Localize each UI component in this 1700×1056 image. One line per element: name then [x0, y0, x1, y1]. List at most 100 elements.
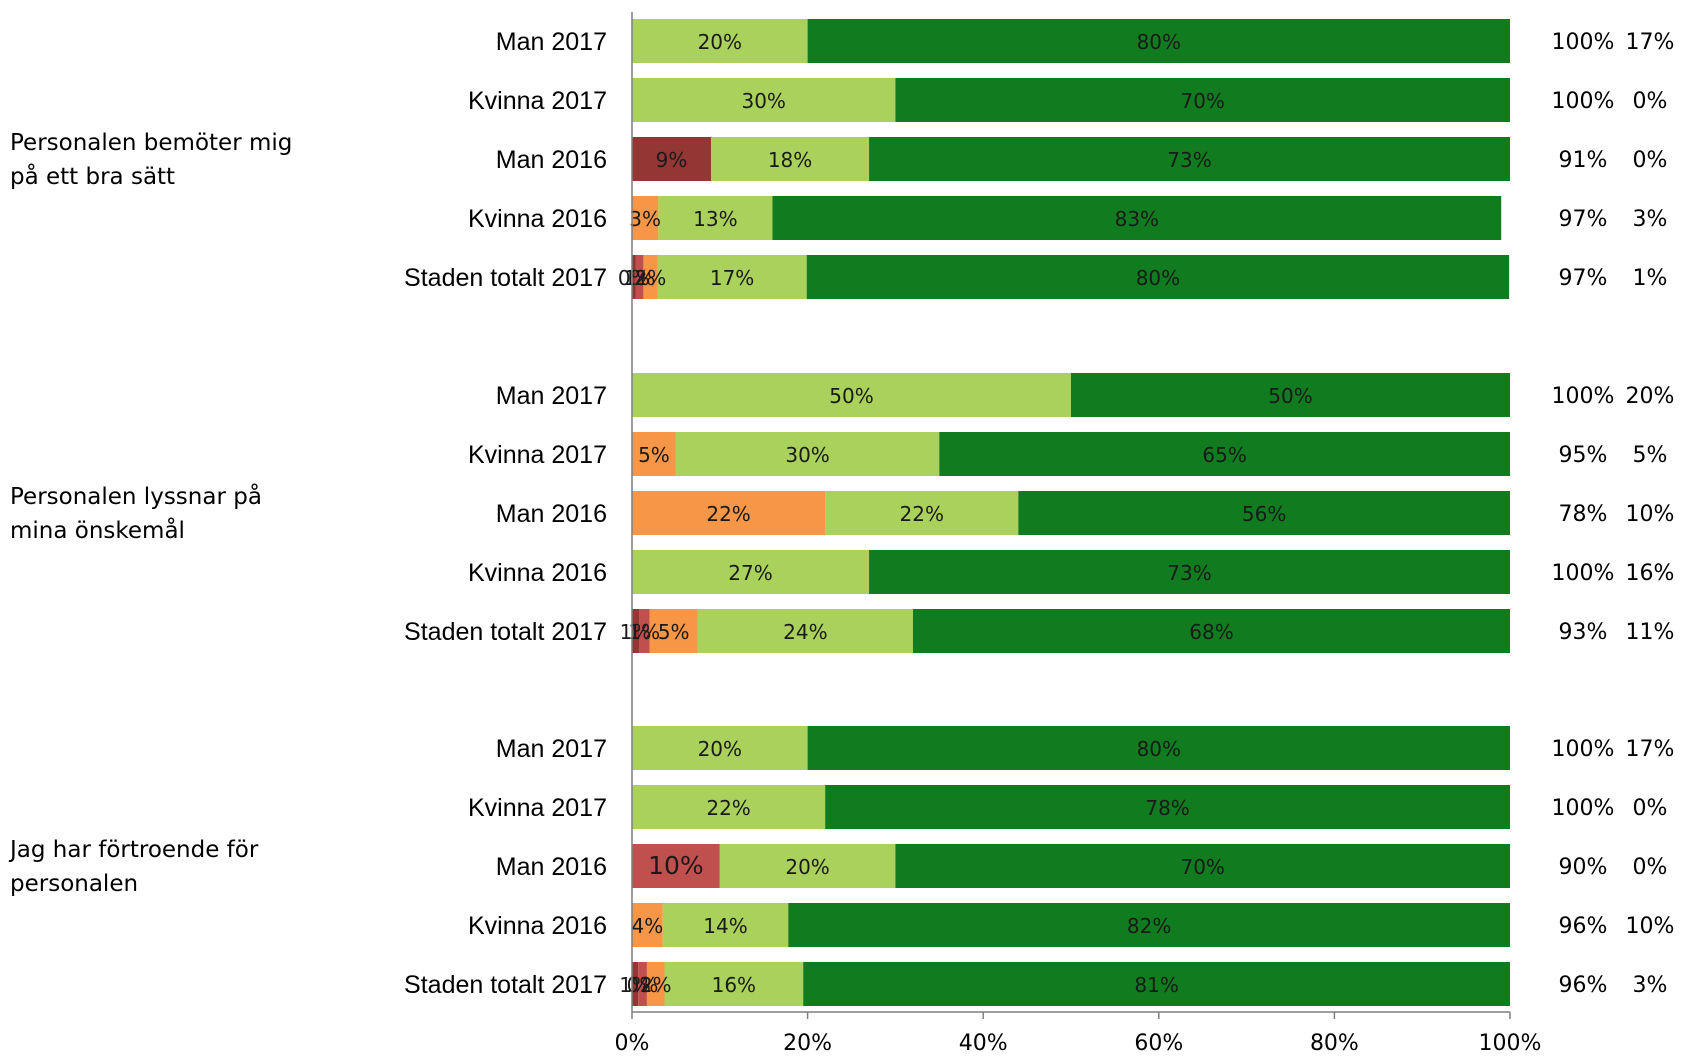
segment-data-label: 20% [698, 30, 742, 54]
segment-data-label: 1% [620, 620, 652, 644]
bar-segment [632, 550, 870, 594]
x-tick-label: 100% [1479, 1031, 1542, 1056]
bar-segment [632, 785, 826, 829]
total-positive-label: 97% [1559, 207, 1608, 232]
category-label: Man 2017 [496, 28, 607, 56]
segment-data-label: 24% [783, 620, 827, 644]
total-positive-label: 97% [1559, 266, 1608, 291]
segment-data-label: 56% [1242, 502, 1286, 526]
total-positive-label: 100% [1552, 796, 1615, 821]
segment-data-label: 73% [1167, 148, 1211, 172]
extra-percent-label: 5% [1633, 443, 1668, 468]
category-label: Kvinna 2017 [468, 441, 607, 469]
segment-data-label: 80% [1137, 30, 1181, 54]
category-label: Kvinna 2016 [468, 559, 607, 587]
group-label-line: mina önskemål [10, 516, 185, 544]
segment-data-label: 13% [693, 207, 737, 231]
segment-data-label: 80% [1137, 737, 1181, 761]
extra-percent-label: 16% [1626, 561, 1675, 586]
category-label: Man 2016 [496, 146, 607, 174]
segment-data-label: 68% [1189, 620, 1233, 644]
segment-data-label: 50% [1268, 384, 1312, 408]
segment-data-label: 22% [706, 796, 750, 820]
bar-segment [632, 491, 826, 535]
category-label: Man 2017 [496, 382, 607, 410]
segment-data-label: 1% [619, 973, 651, 997]
bar-segment [895, 78, 1510, 122]
bar-segment [632, 373, 1071, 417]
segment-data-label: 27% [728, 561, 772, 585]
segment-data-label: 73% [1167, 561, 1211, 585]
bar-segment [869, 137, 1510, 181]
segment-data-label: 1% [624, 266, 656, 290]
bar-segment [912, 609, 1510, 653]
bar-segment [719, 844, 896, 888]
total-positive-label: 100% [1552, 561, 1615, 586]
bar-segment [664, 962, 804, 1006]
bar-segment [662, 903, 789, 947]
segment-data-label: 70% [1180, 89, 1224, 113]
total-positive-label: 95% [1559, 443, 1608, 468]
group-label-line: Personalen lyssnar på [10, 482, 262, 510]
bar-segment [806, 255, 1510, 299]
x-tick-label: 40% [959, 1031, 1008, 1056]
extra-percent-label: 20% [1626, 384, 1675, 409]
bar-segment [632, 844, 720, 888]
category-label: Man 2016 [496, 500, 607, 528]
category-label: Man 2016 [496, 853, 607, 881]
segment-data-label: 17% [710, 266, 754, 290]
bar-segment [632, 609, 640, 653]
total-positive-label: 100% [1552, 384, 1615, 409]
total-positive-label: 100% [1552, 30, 1615, 55]
segment-data-label: 14% [703, 914, 747, 938]
segment-data-label: 3% [629, 207, 661, 231]
bar-segment [632, 432, 676, 476]
extra-percent-label: 0% [1633, 148, 1668, 173]
bar-segment [807, 726, 1510, 770]
bar-segment [658, 196, 773, 240]
extra-percent-label: 1% [1633, 266, 1668, 291]
total-positive-label: 96% [1559, 914, 1608, 939]
extra-percent-label: 3% [1633, 207, 1668, 232]
bar-segment [638, 962, 647, 1006]
bar-segment [675, 432, 940, 476]
bar-segment [939, 432, 1510, 476]
bar-segment [772, 196, 1502, 240]
category-label: Kvinna 2017 [468, 87, 607, 115]
segment-data-label: 78% [1145, 796, 1189, 820]
segment-data-label: 20% [785, 855, 829, 879]
bar-segment [788, 903, 1510, 947]
segment-data-label: 4% [631, 914, 663, 938]
bar-segment [643, 255, 658, 299]
segment-data-label: 70% [1180, 855, 1224, 879]
category-label: Staden totalt 2017 [404, 618, 607, 646]
total-positive-label: 100% [1552, 89, 1615, 114]
segment-data-label: 22% [706, 502, 750, 526]
total-positive-label: 78% [1559, 502, 1608, 527]
segment-data-label: 10% [648, 851, 704, 880]
bar-segment [825, 491, 1019, 535]
segment-data-label: 65% [1202, 443, 1246, 467]
segment-data-label: 2% [635, 266, 667, 290]
segment-data-label: 18% [768, 148, 812, 172]
x-tick-label: 80% [1310, 1031, 1359, 1056]
segment-data-label: 30% [785, 443, 829, 467]
bar-segment [711, 137, 870, 181]
bar-segment [635, 255, 644, 299]
x-tick-label: 20% [783, 1031, 832, 1056]
segment-data-label: 81% [1134, 973, 1178, 997]
bar-segment [632, 78, 896, 122]
bar-segment [632, 962, 639, 1006]
segment-data-label: 50% [829, 384, 873, 408]
category-label: Man 2017 [496, 735, 607, 763]
bar-segment [1018, 491, 1510, 535]
bar-segment [632, 196, 659, 240]
total-positive-label: 91% [1559, 148, 1608, 173]
bar-segment [807, 19, 1510, 63]
bar-segment [869, 550, 1510, 594]
segment-data-label: 9% [656, 148, 688, 172]
extra-percent-label: 10% [1626, 502, 1675, 527]
segment-data-label: 5% [658, 620, 690, 644]
segment-data-label: 30% [741, 89, 785, 113]
